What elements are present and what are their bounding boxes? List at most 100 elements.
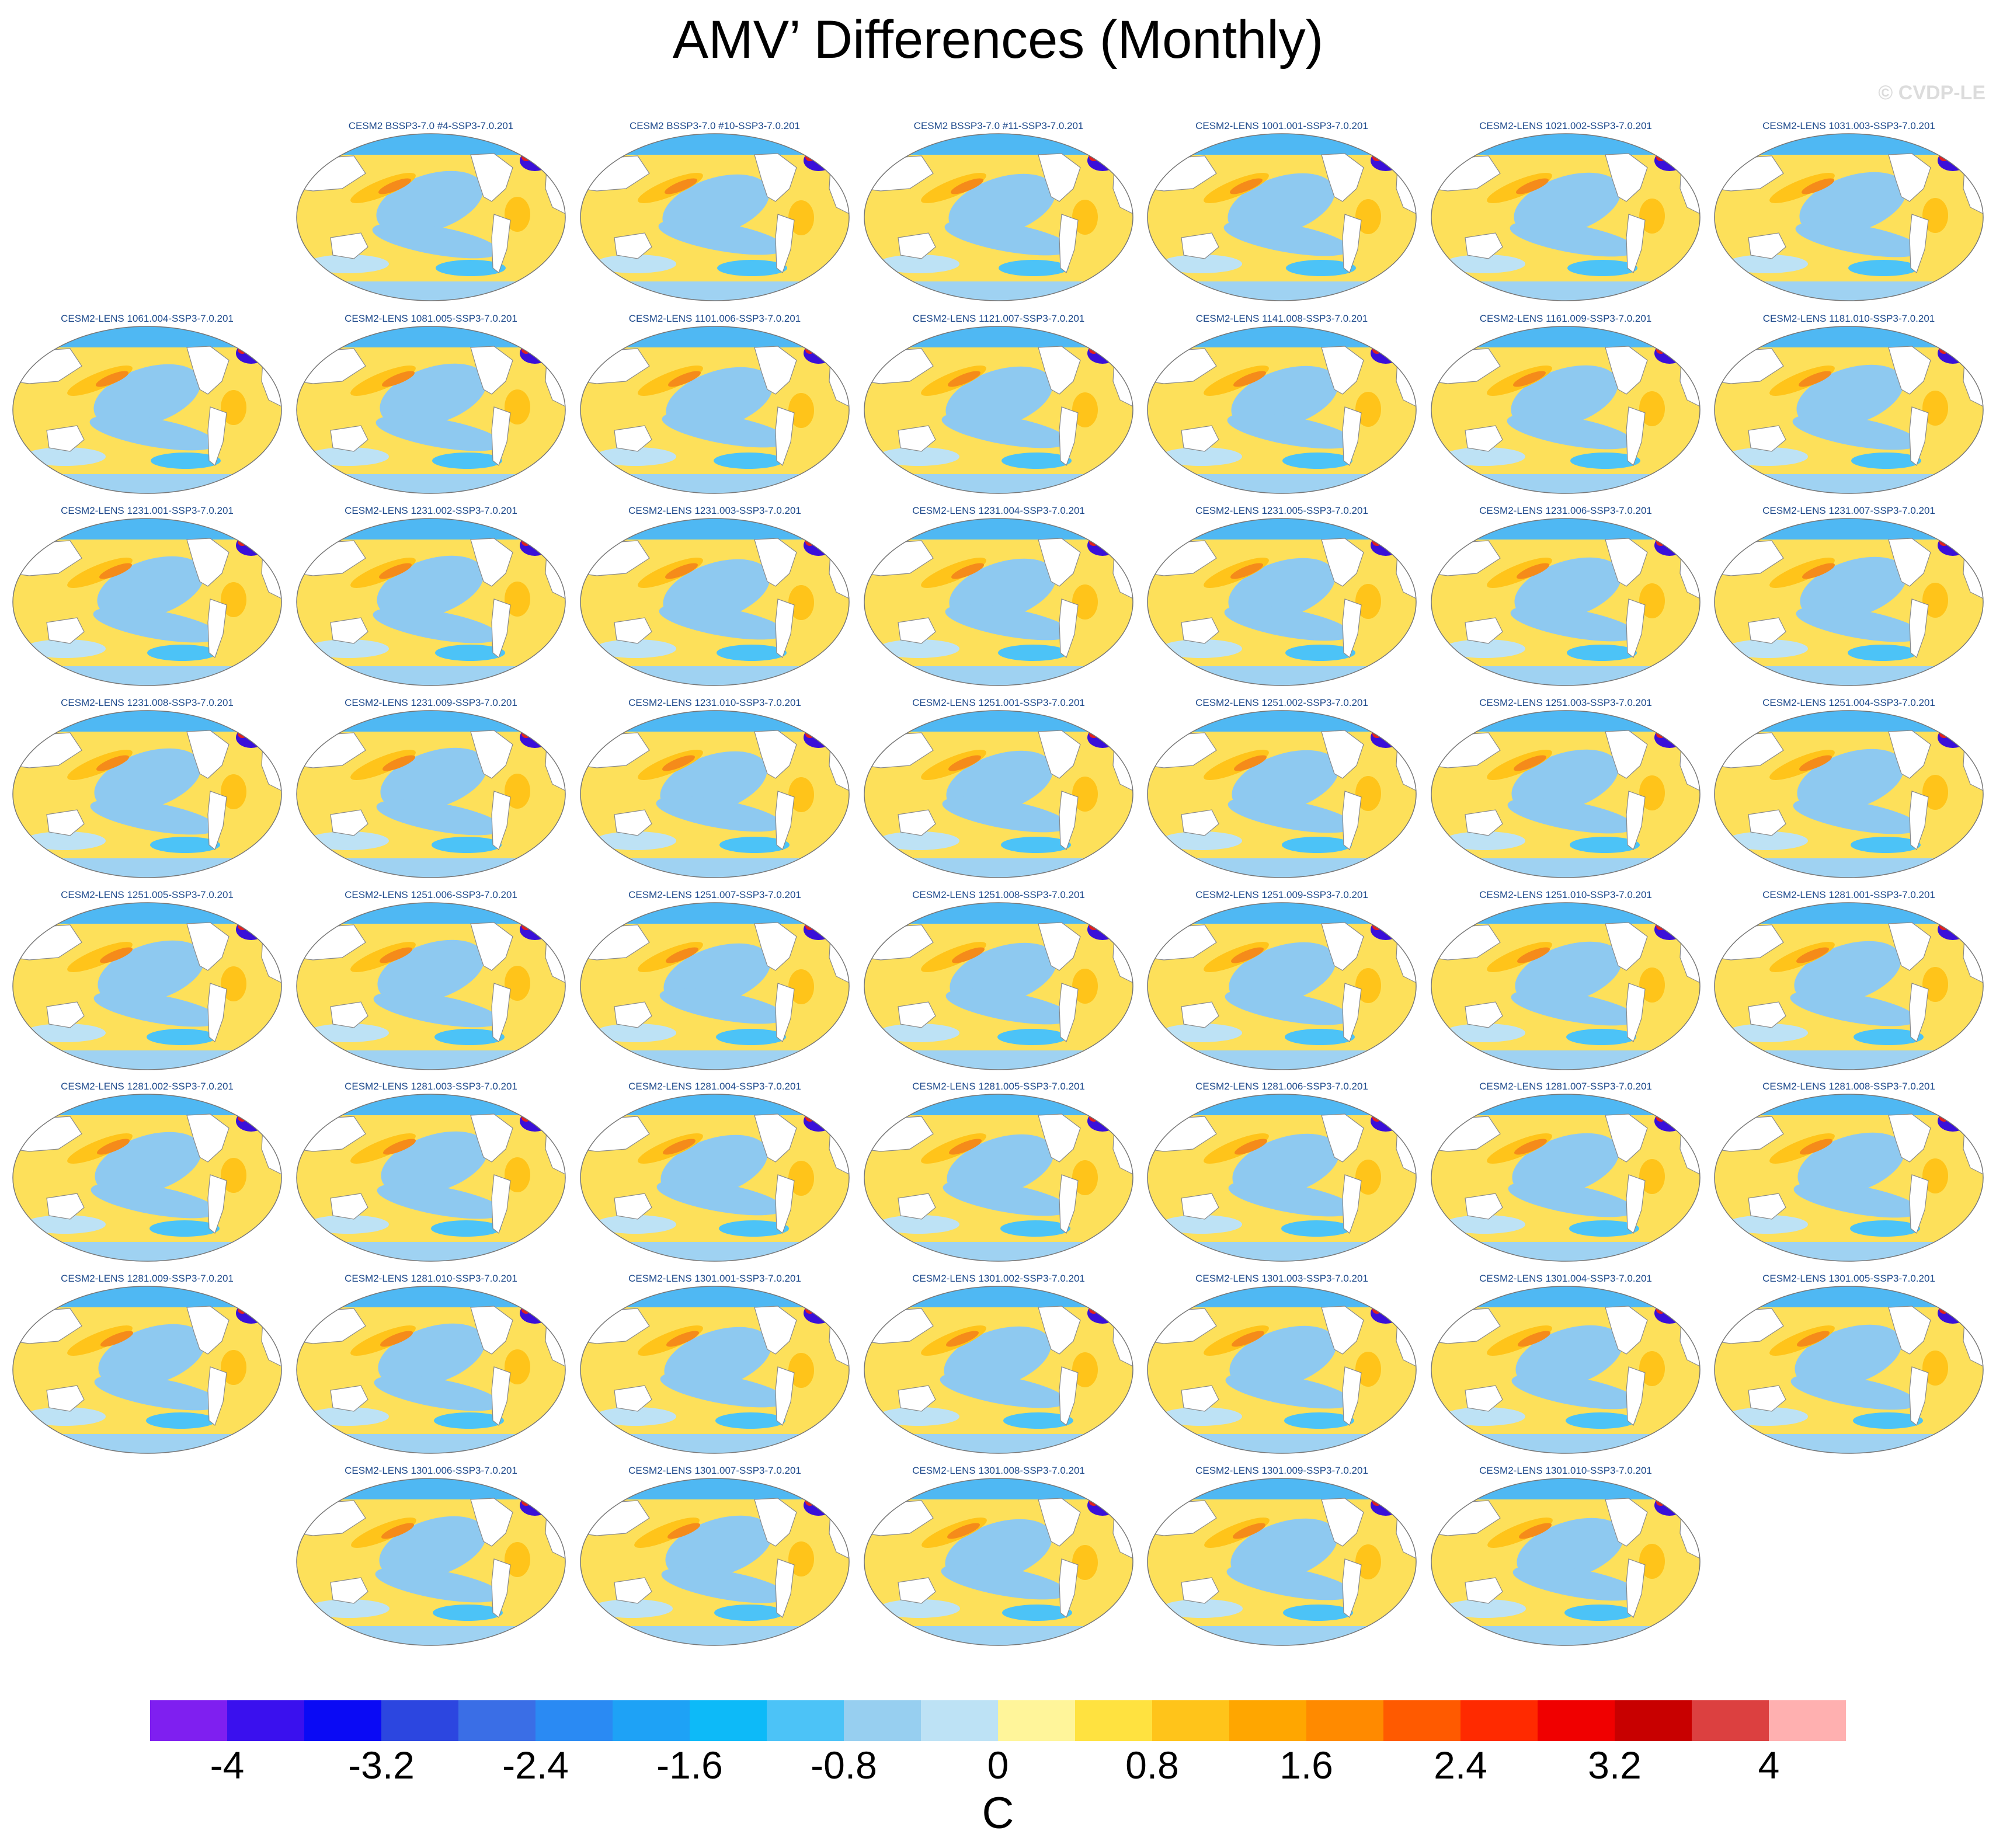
panel-title: CESM2-LENS 1251.004-SSP3-7.0.201	[1762, 697, 1935, 708]
panel-grid: CESM2 BSSP3-7.0 #4-SSP3-7.0.201	[7, 120, 1989, 1657]
map-panel: CESM2-LENS 1281.004-SSP3-7.0.201	[575, 1080, 855, 1273]
panel-title: CESM2-LENS 1251.003-SSP3-7.0.201	[1479, 697, 1652, 708]
panel-title: CESM2-LENS 1231.002-SSP3-7.0.201	[345, 505, 517, 516]
map-panel: CESM2-LENS 1231.005-SSP3-7.0.201	[1142, 504, 1422, 697]
map-panel: CESM2-LENS 1231.002-SSP3-7.0.201	[291, 504, 571, 697]
colorbar-tick-label: 0.8	[1125, 1743, 1179, 1787]
map-panel: CESM2-LENS 1231.007-SSP3-7.0.201	[1709, 504, 1989, 697]
map-panel: CESM2-LENS 1181.010-SSP3-7.0.201	[1709, 312, 1989, 505]
map-panel: CESM2-LENS 1251.009-SSP3-7.0.201	[1142, 889, 1422, 1081]
panel-title: CESM2-LENS 1251.006-SSP3-7.0.201	[345, 889, 517, 900]
colorbar-units: C	[982, 1788, 1014, 1838]
panel-title: CESM2-LENS 1301.008-SSP3-7.0.201	[912, 1465, 1085, 1476]
map-panel: CESM2-LENS 1251.005-SSP3-7.0.201	[7, 889, 287, 1081]
panel-title: CESM2-LENS 1231.003-SSP3-7.0.201	[628, 505, 801, 516]
panel-title: CESM2-LENS 1281.006-SSP3-7.0.201	[1195, 1081, 1368, 1092]
map-panel: CESM2-LENS 1031.003-SSP3-7.0.201	[1709, 120, 1989, 312]
colorbar-tick-label: -2.4	[502, 1743, 569, 1787]
colorbar-tick-label: -1.6	[656, 1743, 723, 1787]
panel-title: CESM2-LENS 1301.006-SSP3-7.0.201	[345, 1465, 517, 1476]
map-panel: CESM2-LENS 1251.001-SSP3-7.0.201	[858, 697, 1139, 889]
colorbar-tick-label: -4	[210, 1743, 245, 1787]
map-panel: CESM2-LENS 1231.004-SSP3-7.0.201	[858, 504, 1139, 697]
panel-title: CESM2-LENS 1231.005-SSP3-7.0.201	[1195, 505, 1368, 516]
panel-title: CESM2-LENS 1301.007-SSP3-7.0.201	[628, 1465, 801, 1476]
panel-title: CESM2-LENS 1281.008-SSP3-7.0.201	[1762, 1081, 1935, 1092]
colorbar-box	[690, 1700, 767, 1741]
colorbar-box	[1229, 1700, 1306, 1741]
colorbar-box	[767, 1700, 844, 1741]
panel-title: CESM2 BSSP3-7.0 #10-SSP3-7.0.201	[630, 120, 800, 131]
panel-title: CESM2-LENS 1301.005-SSP3-7.0.201	[1762, 1273, 1935, 1284]
panel-title: CESM2-LENS 1061.004-SSP3-7.0.201	[61, 313, 234, 324]
panel-title: CESM2-LENS 1231.001-SSP3-7.0.201	[61, 505, 234, 516]
colorbar-box	[381, 1700, 458, 1741]
map-panel: CESM2-LENS 1251.006-SSP3-7.0.201	[291, 889, 571, 1081]
map-panel: CESM2 BSSP3-7.0 #10-SSP3-7.0.201	[575, 120, 855, 312]
map-panel: CESM2-LENS 1301.001-SSP3-7.0.201	[575, 1272, 855, 1465]
map-panel: CESM2-LENS 1121.007-SSP3-7.0.201	[858, 312, 1139, 505]
panel-title: CESM2-LENS 1301.003-SSP3-7.0.201	[1195, 1273, 1368, 1284]
colorbar-tick-label: 4	[1758, 1743, 1780, 1787]
colorbar-box	[1075, 1700, 1152, 1741]
panel-title: CESM2-LENS 1281.001-SSP3-7.0.201	[1762, 889, 1935, 900]
panel-title: CESM2-LENS 1121.007-SSP3-7.0.201	[912, 313, 1085, 324]
map-panel: CESM2-LENS 1281.005-SSP3-7.0.201	[858, 1080, 1139, 1273]
map-panel: CESM2-LENS 1301.003-SSP3-7.0.201	[1142, 1272, 1422, 1465]
panel-title: CESM2-LENS 1231.007-SSP3-7.0.201	[1762, 505, 1935, 516]
map-panel: CESM2-LENS 1231.001-SSP3-7.0.201	[7, 504, 287, 697]
map-panel: CESM2-LENS 1101.006-SSP3-7.0.201	[575, 312, 855, 505]
panel-title: CESM2-LENS 1281.007-SSP3-7.0.201	[1479, 1081, 1652, 1092]
colorbar-tick-label: 3.2	[1588, 1743, 1642, 1787]
map-panel: CESM2-LENS 1251.010-SSP3-7.0.201	[1425, 889, 1706, 1081]
panel-title: CESM2-LENS 1301.009-SSP3-7.0.201	[1195, 1465, 1368, 1476]
panel-title: CESM2-LENS 1301.010-SSP3-7.0.201	[1479, 1465, 1652, 1476]
map-panel: CESM2-LENS 1251.003-SSP3-7.0.201	[1425, 697, 1706, 889]
panel-title: CESM2-LENS 1251.008-SSP3-7.0.201	[912, 889, 1085, 900]
watermark: © CVDP-LE	[1878, 82, 1985, 104]
panel-title: CESM2-LENS 1281.005-SSP3-7.0.201	[912, 1081, 1085, 1092]
map-panel: CESM2-LENS 1061.004-SSP3-7.0.201	[7, 312, 287, 505]
colorbar-box	[1615, 1700, 1692, 1741]
colorbar-box	[921, 1700, 998, 1741]
panel-title: CESM2-LENS 1301.004-SSP3-7.0.201	[1479, 1273, 1652, 1284]
panel-title: CESM2-LENS 1281.010-SSP3-7.0.201	[345, 1273, 517, 1284]
map-panel: CESM2-LENS 1231.003-SSP3-7.0.201	[575, 504, 855, 697]
colorbar-box	[1152, 1700, 1229, 1741]
panel-title: CESM2-LENS 1231.006-SSP3-7.0.201	[1479, 505, 1652, 516]
panel-title: CESM2-LENS 1231.010-SSP3-7.0.201	[628, 697, 801, 708]
colorbar-tick-label: 1.6	[1279, 1743, 1333, 1787]
colorbar	[150, 1700, 1846, 1741]
map-panel: CESM2-LENS 1231.010-SSP3-7.0.201	[575, 697, 855, 889]
panel-title: CESM2-LENS 1251.005-SSP3-7.0.201	[61, 889, 234, 900]
colorbar-box	[1461, 1700, 1538, 1741]
panel-title: CESM2-LENS 1301.002-SSP3-7.0.201	[912, 1273, 1085, 1284]
map-panel: CESM2-LENS 1281.003-SSP3-7.0.201	[291, 1080, 571, 1273]
colorbar-tick-label: -0.8	[811, 1743, 877, 1787]
map-panel: CESM2-LENS 1251.008-SSP3-7.0.201	[858, 889, 1139, 1081]
panel-title: CESM2-LENS 1021.002-SSP3-7.0.201	[1479, 120, 1652, 131]
map-panel: CESM2-LENS 1251.007-SSP3-7.0.201	[575, 889, 855, 1081]
map-panel: CESM2-LENS 1161.009-SSP3-7.0.201	[1425, 312, 1706, 505]
map-panel: CESM2-LENS 1301.008-SSP3-7.0.201	[858, 1464, 1139, 1657]
colorbar-box	[150, 1700, 227, 1741]
map-panel: CESM2-LENS 1021.002-SSP3-7.0.201	[1425, 120, 1706, 312]
panel-title: CESM2-LENS 1031.003-SSP3-7.0.201	[1762, 120, 1935, 131]
colorbar-box	[1538, 1700, 1615, 1741]
map-panel: CESM2-LENS 1141.008-SSP3-7.0.201	[1142, 312, 1422, 505]
map-panel: CESM2-LENS 1231.008-SSP3-7.0.201	[7, 697, 287, 889]
map-panel: CESM2-LENS 1281.009-SSP3-7.0.201	[7, 1272, 287, 1465]
panel-title: CESM2-LENS 1251.007-SSP3-7.0.201	[628, 889, 801, 900]
map-panel: CESM2-LENS 1301.010-SSP3-7.0.201	[1425, 1464, 1706, 1657]
map-panel: CESM2-LENS 1301.009-SSP3-7.0.201	[1142, 1464, 1422, 1657]
panel-title: CESM2-LENS 1251.009-SSP3-7.0.201	[1195, 889, 1368, 900]
panel-title: CESM2-LENS 1001.001-SSP3-7.0.201	[1195, 120, 1368, 131]
map-panel: CESM2-LENS 1251.002-SSP3-7.0.201	[1142, 697, 1422, 889]
panel-title: CESM2-LENS 1231.008-SSP3-7.0.201	[61, 697, 234, 708]
panel-title: CESM2-LENS 1161.009-SSP3-7.0.201	[1479, 313, 1652, 324]
colorbar-box	[304, 1700, 381, 1741]
colorbar-box	[535, 1700, 613, 1741]
colorbar-tick-label: 0	[987, 1743, 1009, 1787]
map-panel: CESM2-LENS 1301.002-SSP3-7.0.201	[858, 1272, 1139, 1465]
map-panel: CESM2-LENS 1301.006-SSP3-7.0.201	[291, 1464, 571, 1657]
